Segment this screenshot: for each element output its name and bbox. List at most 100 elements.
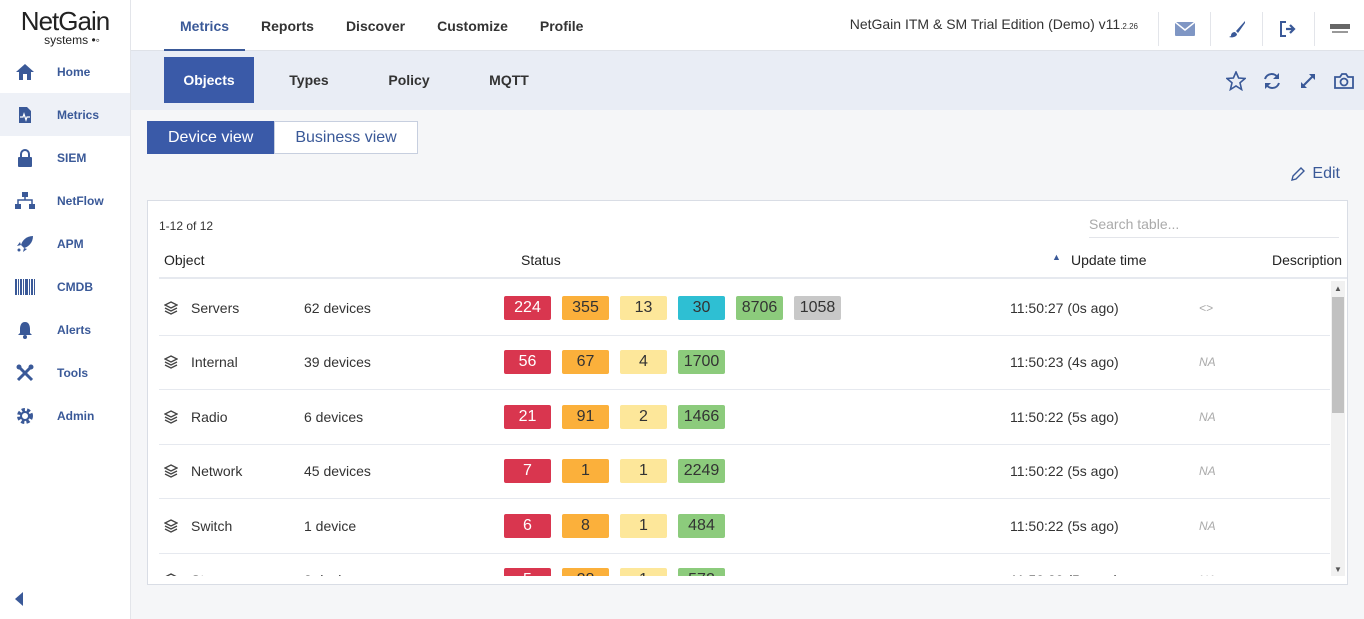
table-row[interactable]: Storage 8 devices 5 28 1 572 11:50:20 (5s a… <box>159 554 1330 576</box>
object-name[interactable]: Radio <box>191 408 228 425</box>
header-status[interactable]: Status <box>521 252 561 268</box>
sidebar-item-cmdb[interactable]: CMDB <box>0 265 130 308</box>
status-badge-minor[interactable]: 2 <box>620 404 667 429</box>
sidebar-item-apm[interactable]: APM <box>0 222 130 265</box>
sidebar: NetGain systems •◦ Home Metrics SIEM Net… <box>0 0 131 619</box>
header-description[interactable]: Description <box>1272 252 1343 268</box>
header-update-time[interactable]: Update time <box>1071 252 1147 268</box>
subtab-objects[interactable]: Objects <box>164 57 254 103</box>
scroll-up-icon[interactable]: ▲ <box>1334 283 1342 293</box>
subtab-types[interactable]: Types <box>289 72 329 88</box>
status-badge-info[interactable]: 30 <box>678 295 725 320</box>
status-badges: 5 28 1 572 <box>504 568 725 576</box>
table-row[interactable]: Radio 6 devices 21 91 2 1466 11:50:22 (5s a… <box>159 390 1330 445</box>
tab-profile[interactable]: Profile <box>539 17 584 34</box>
subtab-mqtt[interactable]: MQTT <box>489 72 529 88</box>
sub-nav: Objects Types Policy MQTT <box>131 51 1364 110</box>
status-badge-minor[interactable]: 4 <box>620 350 667 375</box>
status-badge-major[interactable]: 91 <box>562 404 609 429</box>
sidebar-item-label: Alerts <box>57 322 92 337</box>
status-badge-ok[interactable]: 572 <box>678 568 725 576</box>
description: NA <box>1199 355 1216 370</box>
scroll-down-icon[interactable]: ▼ <box>1334 564 1342 574</box>
status-badge-major[interactable]: 8 <box>562 513 609 538</box>
tab-reports[interactable]: Reports <box>261 17 314 34</box>
status-badge-unknown[interactable]: 1058 <box>794 295 841 320</box>
mail-icon <box>1174 22 1195 36</box>
table-row[interactable]: Servers 62 devices 224 355 13 30 8706 1058 11… <box>159 281 1330 336</box>
sidebar-item-home[interactable]: Home <box>0 50 130 93</box>
device-view-button[interactable]: Device view <box>147 121 275 154</box>
table-scrollbar[interactable]: ▲ ▼ <box>1331 281 1345 576</box>
device-count: 45 devices <box>304 463 371 480</box>
status-badge-critical[interactable]: 21 <box>504 404 551 429</box>
top-nav: Metrics Reports Discover Customize Profi… <box>131 0 1364 51</box>
search-input[interactable] <box>1089 211 1339 238</box>
netgain-logo[interactable]: NetGain systems •◦ <box>0 0 130 50</box>
sidebar-item-admin[interactable]: Admin <box>0 394 130 437</box>
header-object[interactable]: Object <box>164 252 205 268</box>
screenshot-button[interactable] <box>1332 69 1356 93</box>
update-time: 11:50:27 (0s ago) <box>1010 299 1119 316</box>
sidebar-item-label: Tools <box>57 365 89 380</box>
status-badge-minor[interactable]: 1 <box>620 459 667 484</box>
sidebar-item-netflow[interactable]: NetFlow <box>0 179 130 222</box>
table-row[interactable]: Internal 39 devices 56 67 4 1700 11:50:23 (… <box>159 336 1330 390</box>
expand-button[interactable] <box>1296 69 1320 93</box>
sidebar-item-alerts[interactable]: Alerts <box>0 308 130 351</box>
favorite-button[interactable] <box>1224 69 1248 93</box>
logout-button[interactable] <box>1262 12 1314 46</box>
status-badge-minor[interactable]: 1 <box>620 513 667 538</box>
status-badge-ok[interactable]: 484 <box>678 513 725 538</box>
table-row[interactable]: Network 45 devices 7 1 1 2249 11:50:22 (5s … <box>159 445 1330 499</box>
sidebar-item-tools[interactable]: Tools <box>0 351 130 394</box>
sidebar-item-label: Admin <box>57 408 95 423</box>
scroll-thumb[interactable] <box>1332 297 1344 413</box>
subtab-policy[interactable]: Policy <box>388 72 430 88</box>
status-badge-ok[interactable]: 8706 <box>736 295 783 320</box>
status-badge-major[interactable]: 355 <box>562 295 609 320</box>
status-badge-critical[interactable]: 5 <box>504 568 551 576</box>
pencil-icon <box>1291 167 1306 181</box>
status-badge-critical[interactable]: 56 <box>504 350 551 375</box>
object-name[interactable]: Servers <box>191 299 240 316</box>
status-badge-critical[interactable]: 6 <box>504 513 551 538</box>
netgain-logo-button[interactable] <box>1314 12 1364 46</box>
update-time: 11:50:22 (5s ago) <box>1010 408 1119 425</box>
status-badges: 224 355 13 30 8706 1058 <box>504 295 841 320</box>
refresh-button[interactable] <box>1260 69 1284 93</box>
theme-button[interactable] <box>1210 12 1262 46</box>
status-badge-minor[interactable]: 1 <box>620 568 667 576</box>
sidebar-item-label: CMDB <box>57 279 93 294</box>
status-badge-major[interactable]: 67 <box>562 350 609 375</box>
object-name[interactable]: Storage <box>191 572 240 576</box>
table-row[interactable]: Switch 1 device 6 8 1 484 11:50:22 (5s ago)… <box>159 499 1330 554</box>
collapse-sidebar-button[interactable] <box>14 589 28 609</box>
device-count: 39 devices <box>304 354 371 371</box>
gear-icon <box>14 405 36 427</box>
status-badge-minor[interactable]: 13 <box>620 295 667 320</box>
status-badge-ok[interactable]: 1466 <box>678 404 725 429</box>
status-badge-major[interactable]: 1 <box>562 459 609 484</box>
status-badge-ok[interactable]: 1700 <box>678 350 725 375</box>
object-name[interactable]: Internal <box>191 354 238 371</box>
status-badge-critical[interactable]: 7 <box>504 459 551 484</box>
sidebar-item-metrics[interactable]: Metrics <box>0 93 130 136</box>
status-badges: 7 1 1 2249 <box>504 459 725 484</box>
status-badge-major[interactable]: 28 <box>562 568 609 576</box>
business-view-button[interactable]: Business view <box>274 121 418 154</box>
logout-icon <box>1279 21 1296 37</box>
object-name[interactable]: Switch <box>191 517 233 534</box>
tab-metrics[interactable]: Metrics <box>164 0 246 51</box>
tab-discover[interactable]: Discover <box>345 17 406 34</box>
status-badge-ok[interactable]: 2249 <box>678 459 725 484</box>
object-name[interactable]: Network <box>191 463 243 480</box>
mail-button[interactable] <box>1158 12 1210 46</box>
sidebar-item-siem[interactable]: SIEM <box>0 136 130 179</box>
update-time: 11:50:20 (5s ago) <box>1010 572 1119 576</box>
tab-customize[interactable]: Customize <box>437 17 508 34</box>
brush-icon <box>1228 21 1245 38</box>
status-badge-critical[interactable]: 224 <box>504 295 551 320</box>
description: NA <box>1199 518 1216 533</box>
edit-button[interactable]: Edit <box>1290 165 1340 183</box>
